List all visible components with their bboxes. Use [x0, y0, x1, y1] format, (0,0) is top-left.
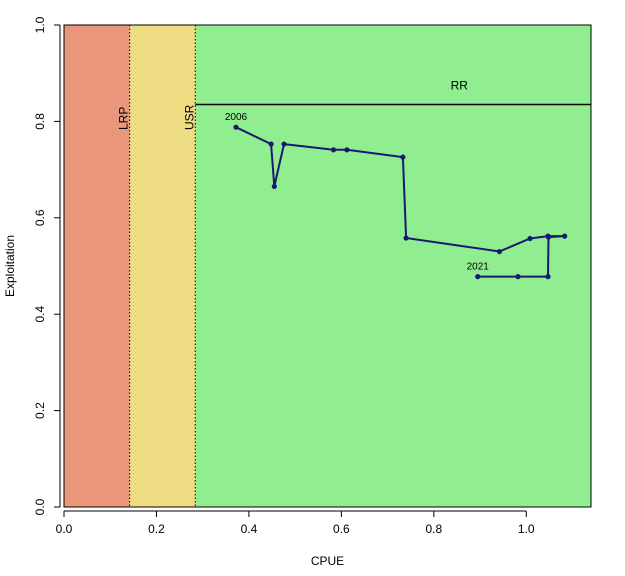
data-point — [545, 274, 551, 280]
zone-healthy — [195, 25, 591, 507]
data-point — [562, 233, 568, 239]
data-point — [281, 141, 287, 147]
data-point — [233, 124, 239, 130]
y-tick-label: 0.4 — [33, 306, 47, 323]
y-tick-label: 1.0 — [33, 16, 47, 33]
y-tick-label: 0.0 — [33, 498, 47, 515]
data-point — [403, 235, 409, 241]
zone-cautious — [129, 25, 196, 507]
data-point — [545, 234, 552, 240]
lrp-label: LRP — [117, 107, 131, 130]
year-annotation: 2021 — [467, 262, 490, 273]
data-point — [400, 154, 406, 160]
data-point — [344, 147, 350, 153]
data-point — [496, 248, 503, 255]
data-point — [527, 235, 533, 242]
x-tick-label: 0.4 — [241, 522, 258, 536]
data-series — [233, 124, 568, 280]
reference-lines: LRP USR RR — [117, 25, 591, 507]
y-tick-label: 0.2 — [33, 402, 47, 419]
x-tick-label: 0.2 — [148, 522, 165, 536]
y-axis: 0.0 0.2 0.4 0.6 0.8 1.0 — [33, 16, 61, 515]
data-point — [330, 147, 337, 153]
zone-critical — [64, 25, 130, 507]
data-point — [515, 274, 521, 280]
x-tick-label: 0.0 — [56, 522, 73, 536]
plot-frame — [63, 24, 592, 508]
x-tick-label: 0.8 — [425, 522, 442, 536]
rr-label: RR — [451, 79, 469, 93]
y-axis-title: Exploitation — [3, 235, 17, 297]
data-point — [475, 274, 481, 280]
year-annotation: 2006 — [225, 112, 248, 123]
data-point — [268, 141, 274, 147]
data-point — [271, 183, 277, 190]
usr-label: USR — [182, 104, 196, 130]
x-tick-label: 1.0 — [518, 522, 535, 536]
x-axis: 0.0 0.2 0.4 0.6 0.8 1.0 — [56, 510, 535, 536]
zone-bands — [64, 25, 591, 507]
x-tick-label: 0.6 — [333, 522, 350, 536]
y-tick-label: 0.6 — [33, 209, 47, 226]
annotations: 2006 2021 — [225, 112, 489, 272]
y-tick-label: 0.8 — [33, 113, 47, 130]
series-line — [235, 126, 565, 278]
x-axis-title: CPUE — [311, 554, 344, 568]
